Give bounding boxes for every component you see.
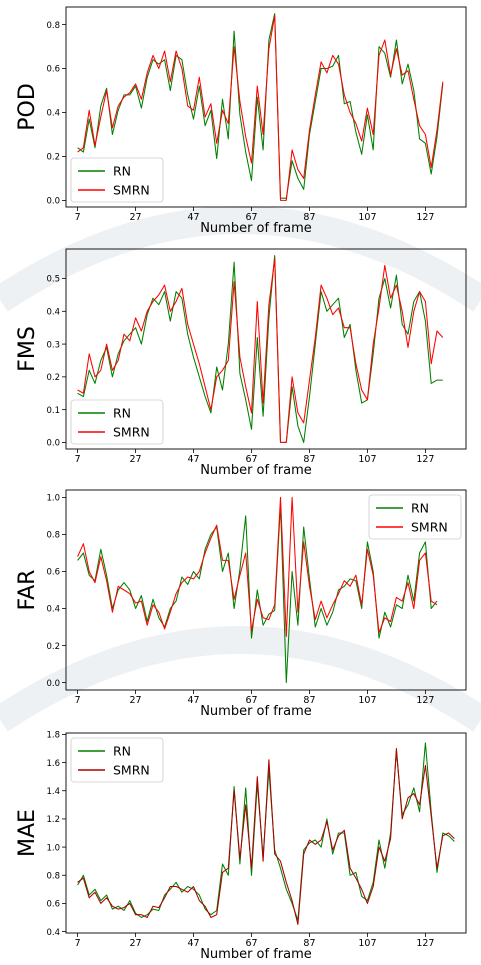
x-tick-label: 47 xyxy=(187,695,199,706)
y-tick-label: 0.4 xyxy=(46,605,60,615)
y-tick-label: 0.4 xyxy=(46,109,60,119)
x-tick-label: 107 xyxy=(358,695,376,706)
axes-frame xyxy=(65,6,467,208)
x-tick-label: 127 xyxy=(416,454,434,465)
y-tick-label: 0.8 xyxy=(46,21,60,31)
x-tick-label: 127 xyxy=(416,938,434,949)
x-tick-label: 47 xyxy=(187,454,199,465)
y-tick-label: 0.1 xyxy=(46,406,60,416)
y-tick-label: 0.0 xyxy=(46,679,60,689)
x-tick-label: 107 xyxy=(358,212,376,223)
y-tick-label: 0.4 xyxy=(46,307,60,317)
x-tick-label: 107 xyxy=(358,938,376,949)
legend-label: RN xyxy=(113,406,131,421)
y-tick-label: 0.6 xyxy=(46,900,60,910)
y-tick-label: 0.3 xyxy=(46,340,60,350)
y-axis-label: MAE xyxy=(15,809,40,857)
x-tick-label: 87 xyxy=(303,454,315,465)
legend-box xyxy=(70,399,164,445)
y-tick-label: 0.6 xyxy=(46,568,60,578)
y-tick-label: 1.8 xyxy=(46,731,60,741)
x-tick-label: 127 xyxy=(416,695,434,706)
x-axis-label: Number of frame xyxy=(200,704,312,719)
legend-box xyxy=(368,494,462,540)
y-tick-label: 0.4 xyxy=(46,928,60,938)
chart-panel-far: 7 27 47 67 87 107 127 0.0 0.2 0.4 0.6 0.8 1.0 Number … xyxy=(15,489,467,719)
legend: RN SMRN xyxy=(368,494,462,540)
legend-label: RN xyxy=(411,501,429,516)
y-axis-label: FMS xyxy=(15,326,40,372)
x-axis-label: Number of frame xyxy=(200,221,312,236)
x-tick-label: 47 xyxy=(187,212,199,223)
y-tick-label: 1.0 xyxy=(46,843,60,853)
x-tick-label: 27 xyxy=(130,454,142,465)
y-tick-label: 1.2 xyxy=(46,815,60,825)
x-axis-label: Number of frame xyxy=(200,463,312,478)
x-tick-label: 27 xyxy=(130,938,142,949)
x-axis-label: Number of frame xyxy=(200,947,312,962)
x-tick-label: 67 xyxy=(245,454,257,465)
y-tick-label: 0.2 xyxy=(46,153,60,163)
x-tick-label: 87 xyxy=(303,695,315,706)
x-tick-label: 67 xyxy=(245,938,257,949)
y-tick-label: 0.8 xyxy=(46,531,60,541)
chart-panel-pod: 7 27 47 67 87 107 127 0.0 0.2 0.4 0.6 0.8 Number of … xyxy=(15,6,467,236)
y-tick-label: 0.5 xyxy=(46,275,60,285)
x-tick-label: 7 xyxy=(75,454,81,465)
chart-panel-mae: 7 27 47 67 87 107 127 0.4 0.6 0.8 1.0 1.2 1.4 1.6 1.8 N… xyxy=(15,731,467,962)
y-tick-label: 0.0 xyxy=(46,439,60,449)
legend-label: RN xyxy=(113,164,131,179)
x-tick-label: 107 xyxy=(358,454,376,465)
axes-frame xyxy=(65,489,467,691)
series-line-smrn xyxy=(77,258,444,443)
legend-label: SMRN xyxy=(411,520,448,535)
series-line-rn xyxy=(77,13,444,199)
x-tick-label: 67 xyxy=(245,695,257,706)
y-tick-label: 0.2 xyxy=(46,642,60,652)
legend: RN SMRN xyxy=(70,157,164,203)
legend-label: SMRN xyxy=(113,763,150,778)
y-tick-label: 0.6 xyxy=(46,65,60,75)
legend-label: SMRN xyxy=(113,425,150,440)
y-axis-label: FAR xyxy=(15,570,40,611)
y-tick-label: 1.4 xyxy=(46,787,60,797)
x-tick-label: 127 xyxy=(416,212,434,223)
x-tick-label: 87 xyxy=(303,938,315,949)
legend: RN SMRN xyxy=(70,399,164,445)
y-tick-label: 1.0 xyxy=(46,494,60,504)
series-line-smrn xyxy=(77,747,455,926)
series-line-smrn xyxy=(77,496,438,637)
x-tick-label: 67 xyxy=(245,212,257,223)
y-tick-label: 1.6 xyxy=(46,759,60,769)
legend-label: RN xyxy=(113,744,131,759)
y-tick-label: 0.2 xyxy=(46,373,60,383)
x-tick-label: 7 xyxy=(75,695,81,706)
y-tick-label: 0.8 xyxy=(46,871,60,881)
x-tick-label: 27 xyxy=(130,695,142,706)
legend-box xyxy=(70,737,164,783)
x-tick-label: 7 xyxy=(75,212,81,223)
x-tick-label: 27 xyxy=(130,212,142,223)
chart-panel-fms: 7 27 47 67 87 107 127 0.0 0.1 0.2 0.3 0.4 0.5 Number … xyxy=(15,248,467,478)
y-tick-label: 0.0 xyxy=(46,197,60,207)
legend-box xyxy=(70,157,164,203)
axes-frame xyxy=(65,732,467,934)
x-tick-label: 87 xyxy=(303,212,315,223)
y-axis-label: POD xyxy=(15,83,40,131)
x-tick-label: 47 xyxy=(187,938,199,949)
x-tick-label: 7 xyxy=(75,938,81,949)
legend: RN SMRN xyxy=(70,737,164,783)
legend-label: SMRN xyxy=(113,183,150,198)
axes-frame xyxy=(65,248,467,450)
series-line-smrn xyxy=(77,15,444,201)
